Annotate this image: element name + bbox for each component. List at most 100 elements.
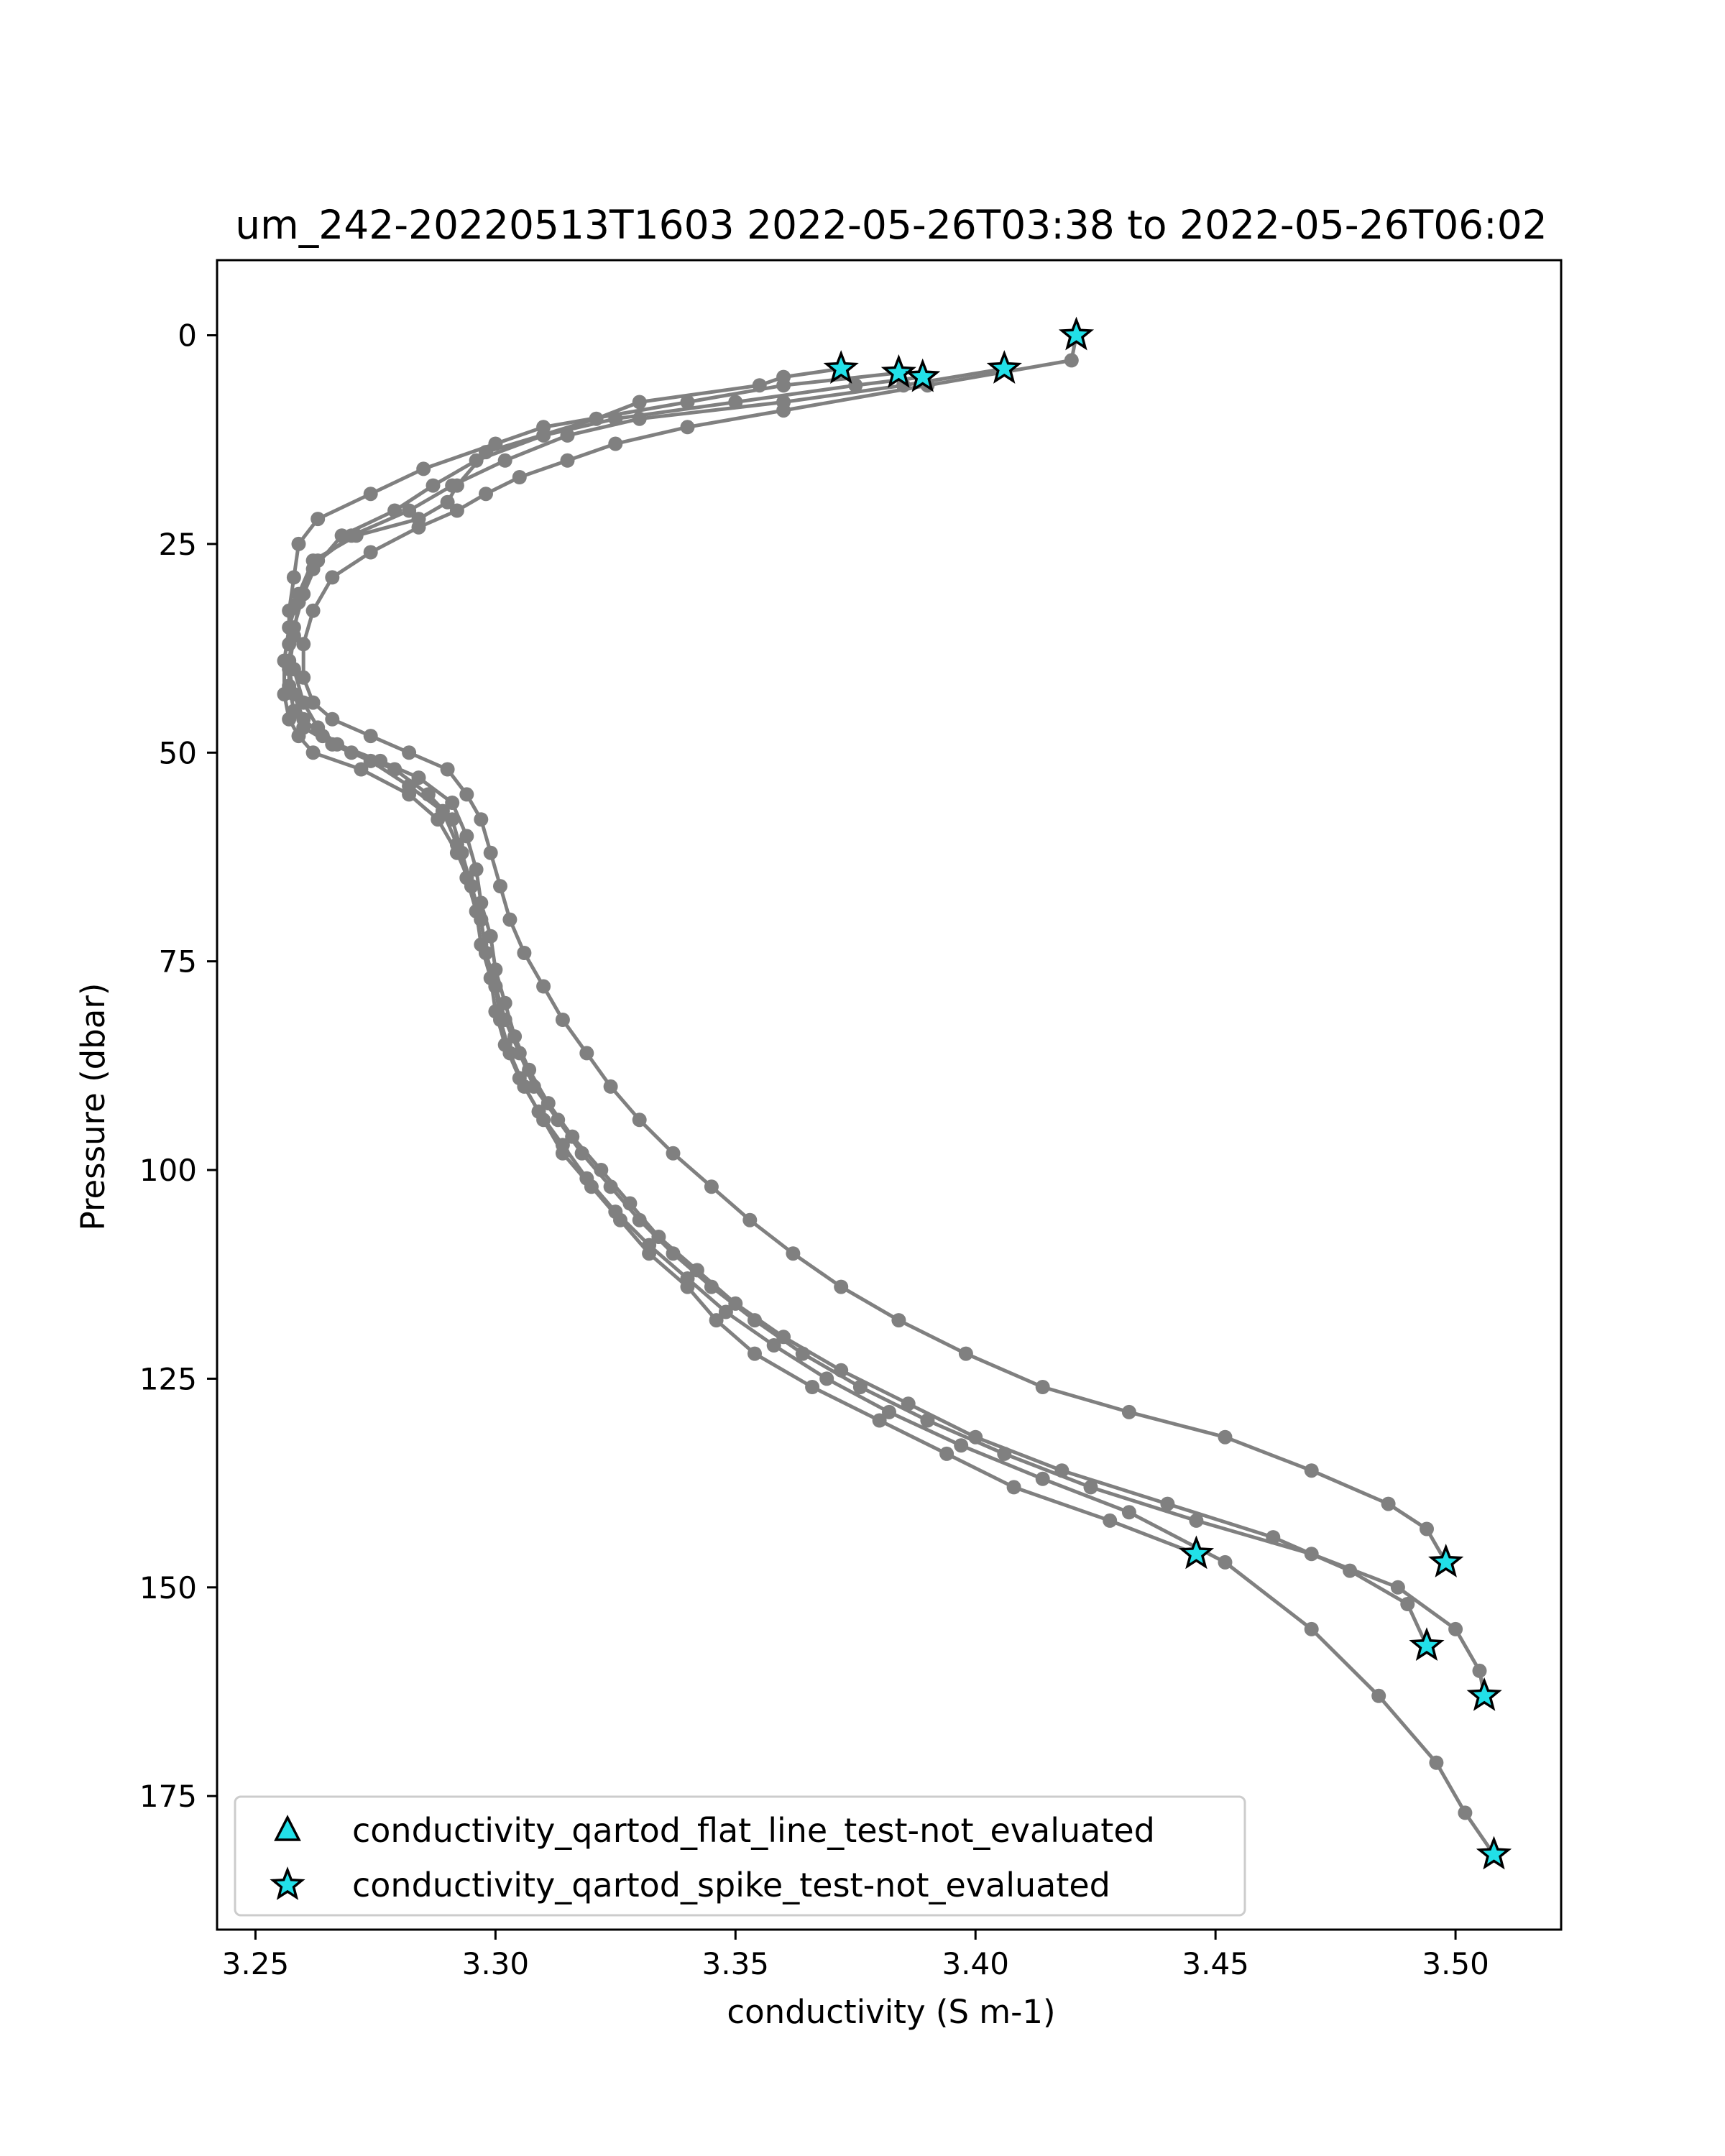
series-line <box>301 335 1448 1564</box>
data-point <box>632 395 647 410</box>
data-point <box>479 487 493 502</box>
y-tick-label: 100 <box>139 1153 197 1188</box>
data-point <box>416 461 431 476</box>
data-point <box>742 1212 758 1227</box>
data-point <box>680 1271 695 1286</box>
data-point <box>282 603 297 618</box>
y-tick-label: 50 <box>159 735 197 770</box>
data-point <box>958 1346 973 1361</box>
data-point <box>632 1212 647 1227</box>
x-tick-label: 3.30 <box>462 1946 530 1981</box>
data-point <box>748 1346 762 1361</box>
data-point <box>891 1313 906 1328</box>
data-point <box>1064 353 1079 368</box>
data-point <box>483 845 498 860</box>
data-point <box>1448 1621 1463 1636</box>
data-point <box>435 803 450 819</box>
data-point <box>997 1446 1012 1461</box>
data-point <box>680 395 695 410</box>
spike-flag-marker <box>905 358 941 392</box>
data-point <box>1218 1554 1233 1570</box>
data-point <box>488 436 503 451</box>
legend-label: conductivity_qartod_spike_test-not_evalu… <box>352 1866 1110 1904</box>
data-point <box>1429 1755 1444 1770</box>
data-point <box>560 428 575 443</box>
data-point <box>1121 1404 1136 1419</box>
data-point <box>459 787 474 802</box>
data-point <box>1420 1521 1434 1537</box>
y-axis-label: Pressure (dbar) <box>74 983 112 1231</box>
x-axis-label: conductivity (S m-1) <box>727 1993 1055 2031</box>
data-point <box>512 1046 527 1061</box>
data-point <box>325 737 340 752</box>
data-point <box>411 520 426 535</box>
spike-flag-marker <box>1058 316 1095 351</box>
data-point <box>497 1013 512 1027</box>
data-point <box>363 753 378 768</box>
data-point <box>603 1179 618 1194</box>
data-point <box>488 1004 503 1019</box>
axes: 3.25 3.30 3.35 3.40 3.45 3.50 0 25 50 75 100 125 150… <box>139 259 1563 1981</box>
spike-flag-marker <box>1466 1677 1502 1711</box>
data-point <box>1458 1805 1473 1820</box>
data-point <box>776 1330 791 1345</box>
data-point <box>795 1346 810 1361</box>
data-point <box>1035 1471 1050 1486</box>
data-point <box>1121 1505 1136 1520</box>
data-point <box>632 1112 647 1128</box>
series-line <box>287 375 1486 1697</box>
data-point <box>1472 1663 1487 1678</box>
legend-triangle-marker <box>274 1815 301 1841</box>
data-point <box>642 1238 657 1253</box>
data-point <box>497 453 512 468</box>
spike-flag-marker <box>1409 1627 1445 1662</box>
data-point <box>469 453 484 468</box>
data-point <box>748 1313 762 1328</box>
data-point <box>363 487 378 502</box>
data-point <box>296 670 311 685</box>
spike-flag-marker <box>823 350 859 384</box>
data-point <box>402 745 417 760</box>
data-point <box>603 1079 618 1094</box>
data-point <box>363 729 378 744</box>
profile-series <box>282 361 1501 1862</box>
spike-flag-marker <box>1476 1835 1512 1870</box>
data-point <box>1035 1380 1050 1394</box>
data-point <box>426 478 441 493</box>
data-point <box>551 1112 566 1128</box>
spike-flag-marker <box>1428 1544 1464 1577</box>
y-tick-label: 125 <box>139 1361 197 1396</box>
data-point <box>1390 1580 1405 1595</box>
data-point <box>325 711 340 727</box>
data-point <box>483 929 498 944</box>
data-point <box>493 879 507 894</box>
data-point <box>291 536 306 551</box>
data-point <box>497 1037 512 1052</box>
data-point <box>282 678 297 694</box>
data-point <box>776 403 791 418</box>
data-point <box>704 1179 719 1194</box>
data-point <box>286 570 301 585</box>
data-point <box>536 428 551 443</box>
y-tick-label: 0 <box>178 318 197 354</box>
data-point <box>445 478 460 493</box>
data-point <box>354 762 369 777</box>
legend-label: conductivity_qartod_flat_line_test-not_e… <box>352 1811 1155 1850</box>
data-point <box>579 1171 594 1186</box>
data-point <box>1160 1496 1175 1511</box>
data-point <box>680 420 695 435</box>
data-point <box>574 1146 589 1161</box>
data-point <box>666 1246 681 1261</box>
profile-series <box>296 328 1453 1570</box>
data-point <box>474 812 489 827</box>
data-point <box>474 937 489 952</box>
data-point <box>310 553 326 568</box>
data-point <box>402 503 417 518</box>
data-point <box>608 1204 623 1220</box>
x-tick-label: 3.40 <box>942 1946 1009 1981</box>
data-point <box>555 1138 570 1153</box>
data-point <box>449 503 464 518</box>
data-point <box>1381 1496 1396 1511</box>
data-point <box>517 946 532 960</box>
